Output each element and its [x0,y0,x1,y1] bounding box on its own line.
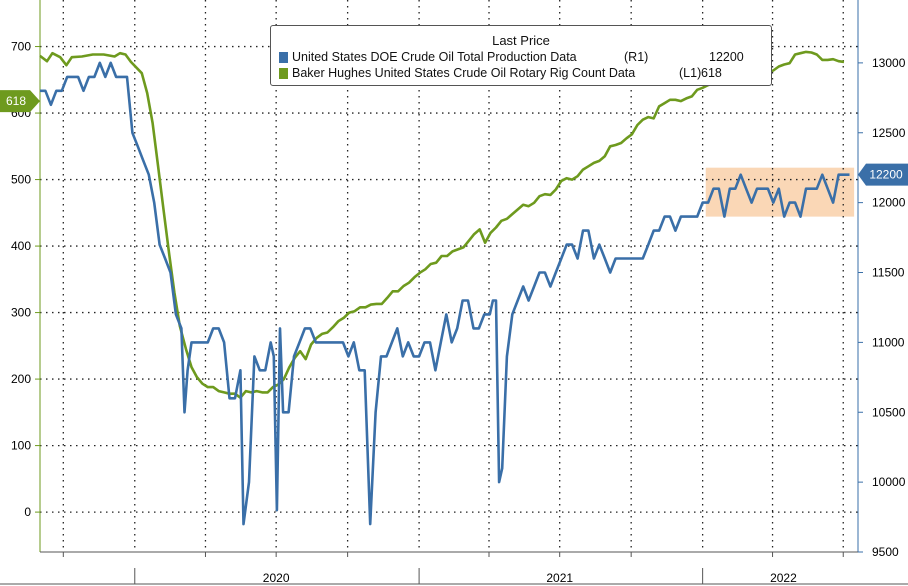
left-axis-tick-label: 500 [11,173,31,187]
right-axis-tick-label: 11000 [872,335,905,349]
right-last-value-marker [858,163,908,186]
left-axis-tick-label: 700 [11,40,31,54]
right-axis-tick-label: 10500 [872,405,906,419]
left-axis-tick-label: 0 [24,505,31,519]
legend-tag-rigcount: (L1) [679,66,702,80]
x-axis-year-label: 2020 [263,571,290,585]
left-axis-tick-label: 400 [11,239,31,253]
legend: Last Price United States DOE Crude Oil T… [270,25,772,86]
x-axis-year-label: 2022 [770,571,797,585]
legend-name-rigcount: Baker Hughes United States Crude Oil Rot… [292,66,636,80]
left-axis-tick-label: 300 [11,306,31,320]
right-axis-tick-label: 12500 [872,126,906,140]
left-axis-tick-label: 100 [11,439,31,453]
right-axis-tick-label: 13000 [872,56,906,70]
legend-title: Last Price [492,33,550,48]
legend-swatch-production [279,52,288,63]
legend-tag-production: (R1) [624,50,649,64]
legend-value-rigcount: 618 [701,66,722,80]
legend-entry-rigcount: Baker Hughes United States Crude Oil Rot… [279,66,759,82]
last-value-markers: 618 12200 [0,90,908,186]
right-axis-tick-label: 12000 [872,196,906,210]
series-line-production [40,61,850,526]
left-axis-tick-label: 200 [11,372,31,386]
right-axis-tick-label: 10000 [872,475,906,489]
right-axis-tick-label: 11500 [872,266,905,280]
x-axis-year-label: 2021 [546,571,573,585]
right-axis-tick-label: 9500 [872,545,899,559]
legend-value-production: 12200 [709,50,744,64]
legend-entry-production: United States DOE Crude Oil Total Produc… [279,50,759,66]
right-last-value-label: 12200 [869,168,903,182]
legend-name-production: United States DOE Crude Oil Total Produc… [292,50,577,64]
left-last-value-marker [0,90,40,113]
legend-swatch-rigcount [279,68,288,79]
left-last-value-label: 618 [6,94,26,108]
